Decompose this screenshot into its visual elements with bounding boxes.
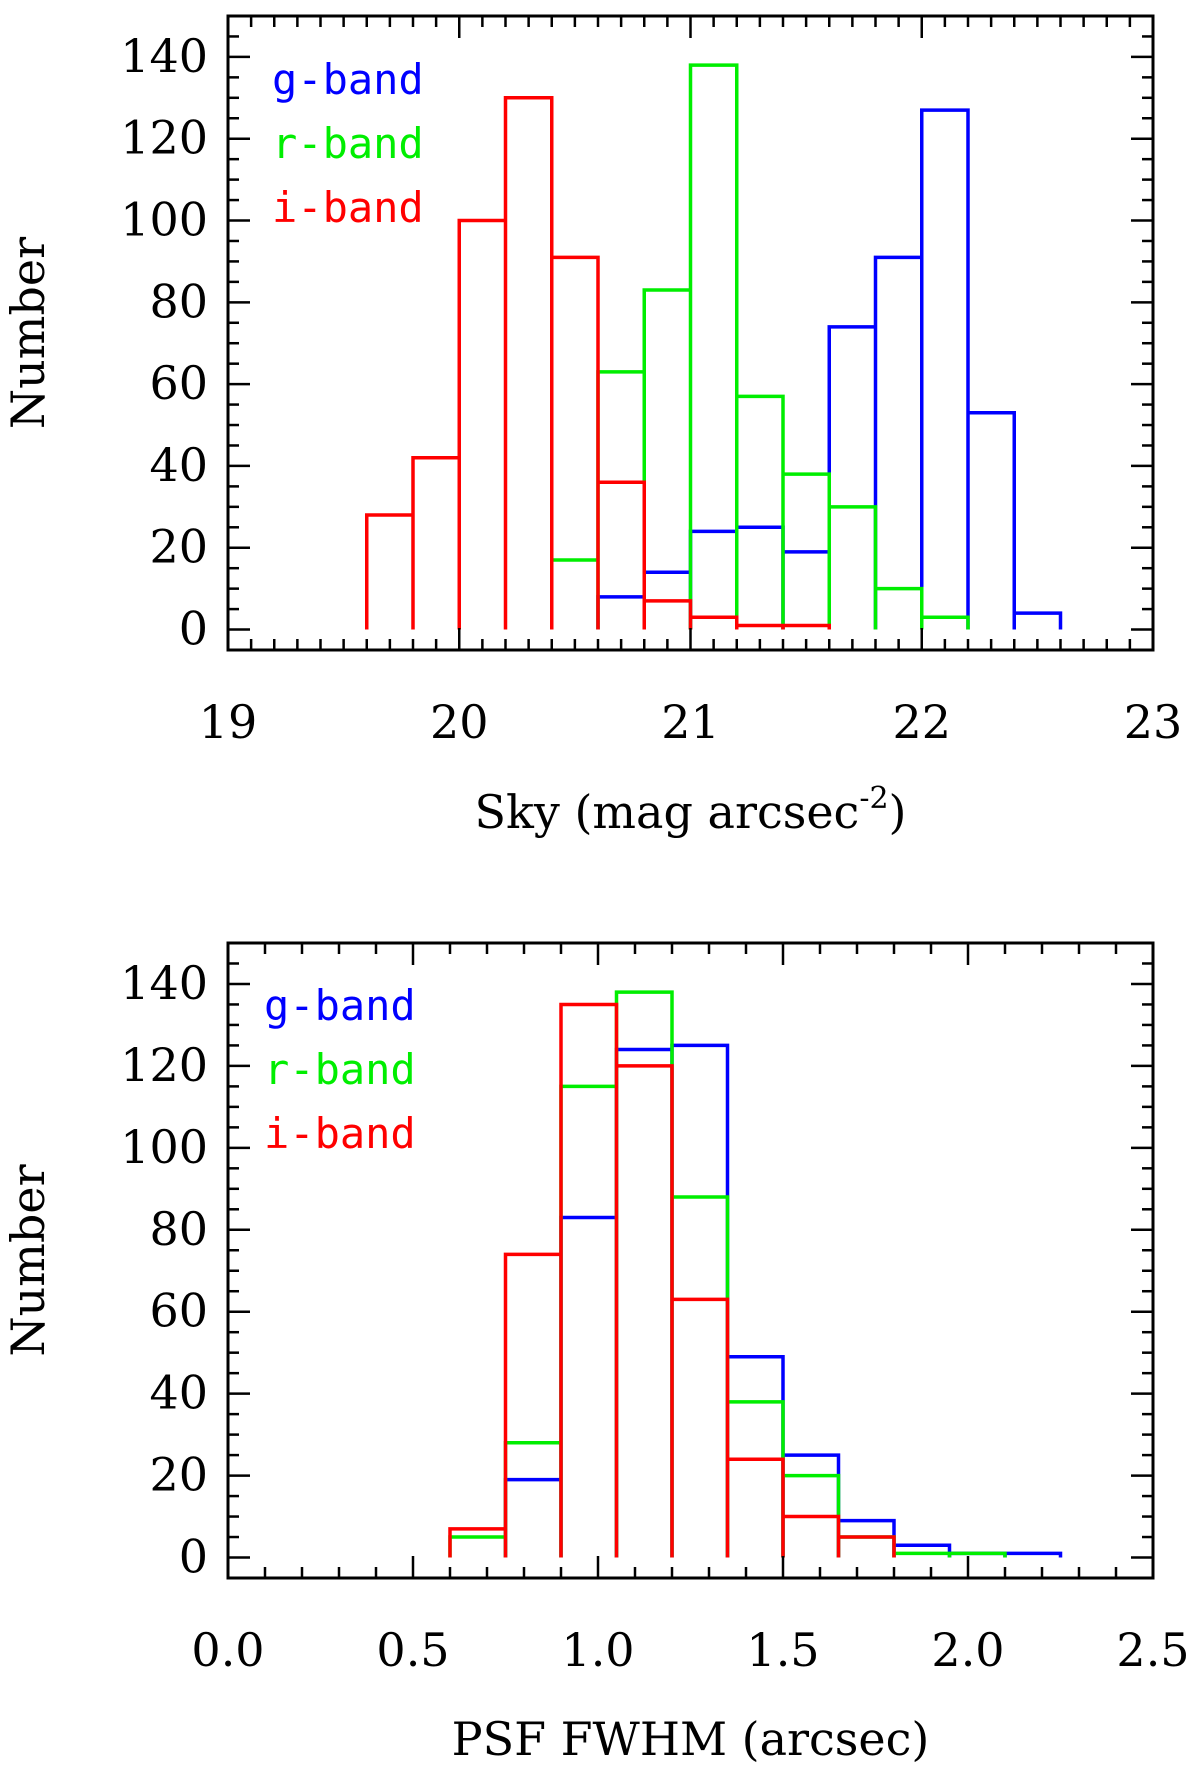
chart-panel-2: 0.0 0.5 1.0 1.5 2.0 2.5 0 20 40 60 80 100 120 140 PSF … (1, 941, 1190, 1766)
x-tick-label: 2.0 (931, 1623, 1004, 1677)
histogram-r-band-series (550, 63, 970, 630)
y-tick-label: 20 (149, 1448, 208, 1502)
x-tick-label: 23 (1124, 695, 1183, 749)
y-tick-label: 60 (149, 356, 208, 410)
x-tick-label: 20 (430, 695, 489, 749)
y-tick-label: 140 (120, 29, 208, 83)
x-tick-label: 21 (661, 695, 720, 749)
legend-entry-g-band: g-band (272, 55, 424, 104)
y-tick-label: 0 (179, 602, 208, 656)
y-tick-label: 120 (120, 111, 208, 165)
x-tick-label: 0.5 (376, 1623, 449, 1677)
y-axis-title: Number (1, 1164, 55, 1356)
y-tick-label: 100 (120, 193, 208, 247)
x-tick-label: 19 (199, 695, 258, 749)
histogram-i-band-series (365, 96, 831, 630)
x-tick-label: 2.5 (1116, 1623, 1189, 1677)
legend-entry-r-band: r-band (272, 119, 424, 168)
y-tick-label: 20 (149, 520, 208, 574)
legend-entry-r-band: r-band (264, 1045, 416, 1094)
y-tick-label: 40 (149, 1366, 208, 1420)
y-tick-label: 100 (120, 1120, 208, 1174)
legend-entry-i-band: i-band (264, 1109, 416, 1158)
histogram-i-band-series (448, 1002, 896, 1558)
y-axis-title: Number (1, 237, 55, 429)
y-tick-label: 120 (120, 1038, 208, 1092)
y-tick-label: 60 (149, 1284, 208, 1338)
x-axis-title: PSF FWHM (arcsec) (452, 1712, 930, 1766)
y-tick-label: 40 (149, 438, 208, 492)
legend-entry-g-band: g-band (264, 981, 416, 1030)
plot-frame (226, 941, 1155, 1580)
y-tick-label: 80 (149, 1202, 208, 1256)
x-tick-label: 22 (892, 695, 951, 749)
y-tick-label: 80 (149, 274, 208, 328)
x-tick-label: 0.0 (191, 1623, 264, 1677)
x-axis-title: Sky (mag arcsec-2) (474, 781, 906, 839)
x-tick-label: 1.0 (561, 1623, 634, 1677)
x-tick-label: 1.5 (746, 1623, 819, 1677)
chart-panel-1: 19 20 21 22 23 0 20 40 60 80 100 120 140 Sky (mag arc… (1, 14, 1183, 839)
y-tick-label: 140 (120, 956, 208, 1010)
legend-entry-i-band: i-band (272, 183, 424, 232)
y-tick-label: 0 (179, 1530, 208, 1584)
